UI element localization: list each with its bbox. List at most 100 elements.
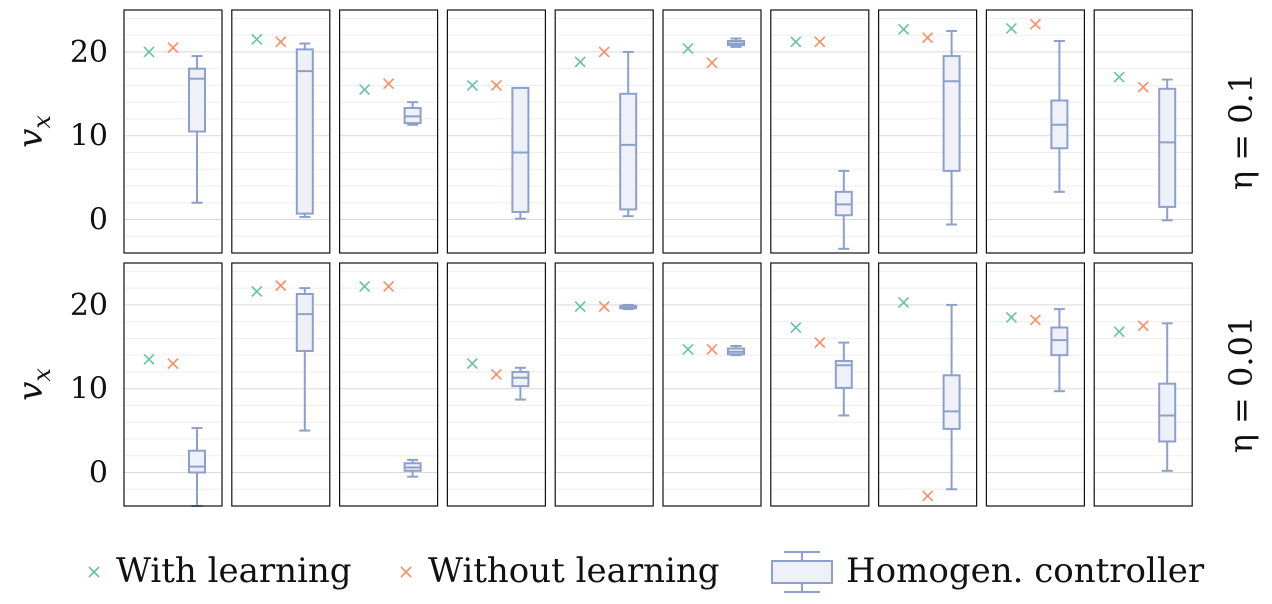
with-learning-marker-stroke-b (466, 357, 478, 370)
without-learning-marker (1137, 320, 1149, 332)
without-learning-marker-stroke-b (706, 343, 718, 355)
without-learning-marker (1029, 314, 1041, 326)
y-tick-label-row1-0: 0 (89, 202, 108, 237)
panel-frame (985, 9, 1086, 254)
panel-frame (877, 9, 978, 254)
without-learning-marker (275, 280, 287, 292)
panel-frame (123, 9, 223, 254)
panel-r1-c6 (662, 9, 762, 254)
without-learning-marker-stroke-b (275, 36, 287, 48)
panel-r1-c7 (770, 9, 870, 254)
without-learning-marker-stroke-b (490, 368, 502, 381)
panel-r2-c8 (877, 262, 978, 507)
panel-background (447, 10, 546, 253)
with-learning-marker (251, 33, 263, 45)
without-learning-marker (922, 490, 934, 502)
homogen-controller-box (619, 50, 638, 218)
homogen-controller-box (403, 101, 422, 126)
without-learning-marker (383, 78, 395, 90)
with-learning-marker (359, 84, 371, 96)
without-learning-marker-stroke-b (167, 357, 179, 370)
with-learning-marker (898, 296, 910, 308)
panel-r1-c8 (877, 9, 978, 254)
without-learning-marker-stroke-b (922, 32, 934, 44)
without-learning-marker (598, 46, 610, 58)
panel-frame (231, 262, 331, 507)
panel-r2-c9 (985, 262, 1086, 507)
panel-background (124, 10, 222, 253)
panel-background (770, 10, 869, 253)
panel-frame (554, 262, 654, 507)
legend-without-cross-stroke-b (400, 566, 412, 578)
without-learning-marker (814, 36, 826, 48)
y-tick-label-row1-20: 20 (70, 35, 108, 70)
without-learning-marker-stroke-b (275, 280, 287, 292)
with-learning-marker (574, 301, 586, 313)
panel-background (231, 10, 330, 253)
legend-box-rect (771, 560, 833, 584)
panel-r1-c4 (446, 9, 546, 254)
panel-r1-c9 (985, 9, 1086, 254)
without-learning-marker (706, 57, 718, 69)
with-learning-marker-stroke-b (359, 280, 371, 293)
without-learning-marker-stroke-b (383, 280, 395, 293)
panel-r1-c2 (231, 9, 331, 254)
panel-r2-c10 (1093, 262, 1193, 507)
box-iqr (188, 67, 206, 133)
y-axis-label-subscript: x (28, 115, 56, 129)
with-learning-marker (143, 353, 155, 365)
without-learning-marker-stroke-b (1029, 314, 1041, 326)
panel-background (878, 10, 977, 253)
panel-frame (339, 9, 439, 254)
without-learning-marker-stroke-b (167, 42, 179, 54)
without-learning-marker-stroke-b (1029, 18, 1041, 30)
panel-frame (662, 9, 762, 254)
panel-frame (770, 262, 870, 507)
with-learning-marker-stroke-b (682, 42, 694, 55)
panel-frame (985, 262, 1086, 507)
with-learning-marker (143, 46, 155, 58)
without-learning-marker-stroke-b (490, 79, 502, 91)
box-iqr (942, 374, 961, 430)
without-learning-marker (167, 357, 179, 370)
panel-frame (770, 9, 870, 254)
homogen-controller-box (511, 86, 530, 220)
without-learning-marker-stroke-b (814, 36, 826, 48)
panel-frame (662, 262, 762, 507)
homogen-controller-box (295, 42, 314, 218)
with-learning-marker-stroke-b (790, 36, 802, 48)
panel-r2-c4 (446, 262, 546, 507)
homogen-controller-box (834, 341, 853, 417)
panel-r1-c3 (339, 9, 439, 254)
homogen-controller-box (511, 366, 530, 401)
homogen-controller-box (942, 29, 961, 226)
legend-without-cross (400, 566, 412, 578)
panel-background (770, 263, 869, 506)
legend-label-without-learning: Without learning (428, 551, 720, 591)
without-learning-marker-stroke-b (383, 78, 395, 90)
panel-background (555, 263, 654, 506)
homogen-controller-box (1050, 40, 1069, 193)
panel-r2-c6 (662, 262, 762, 507)
with-learning-marker (898, 23, 910, 35)
panel-frame (339, 262, 439, 507)
row-label-1: η = 0.1 (1222, 73, 1260, 190)
without-learning-marker (706, 343, 718, 355)
homogen-controller-box (403, 458, 422, 478)
homogen-controller-box (834, 169, 853, 250)
without-learning-marker-stroke-b (598, 301, 610, 313)
with-learning-marker-stroke-b (143, 46, 155, 58)
with-learning-marker (1113, 326, 1125, 338)
without-learning-marker-stroke-b (706, 57, 718, 69)
panel-r2-c3 (339, 262, 439, 507)
box-iqr (511, 86, 530, 213)
with-learning-marker-stroke-b (682, 343, 694, 355)
legend-with-cross-stroke-b (88, 566, 100, 578)
panel-r2-c7 (770, 262, 870, 507)
panel-frame (1093, 9, 1193, 254)
box-iqr (295, 48, 314, 215)
panel-r1-c10 (1093, 9, 1193, 254)
homogen-controller-box (727, 37, 745, 48)
panel-r2-c2 (231, 262, 331, 507)
